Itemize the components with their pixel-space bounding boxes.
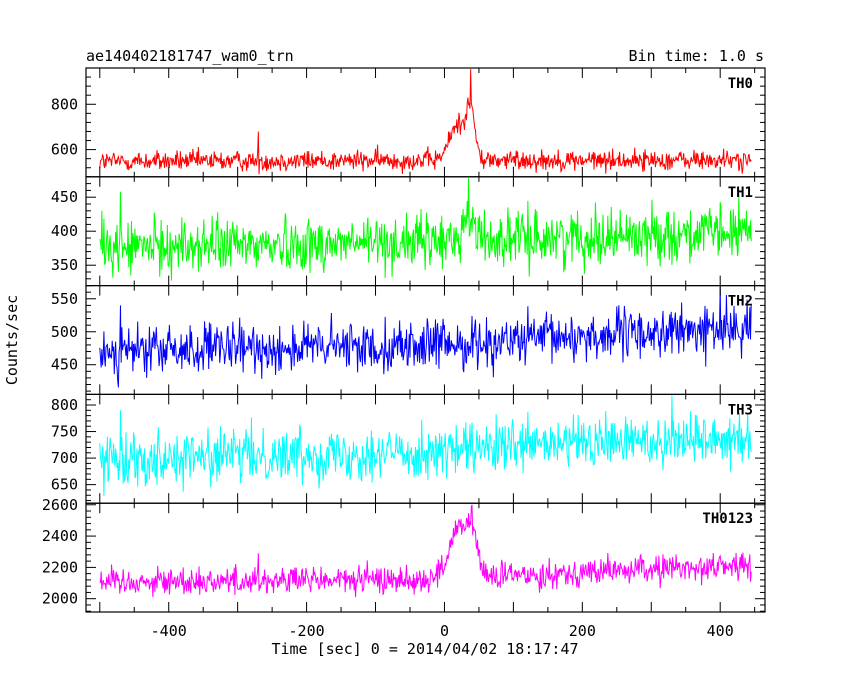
panel-th1: 350 400 450 TH1	[51, 176, 766, 287]
y-tick-label: 500	[51, 323, 78, 341]
y-tick-label: 2200	[42, 558, 78, 576]
y-tick-label: 800	[51, 396, 78, 414]
y-tick-label: 600	[51, 141, 78, 159]
panel-label: TH0	[728, 76, 753, 92]
chart-title: ae140402181747_wam0_trn	[86, 47, 294, 65]
y-tick-label: 450	[51, 356, 78, 374]
y-tick-label: 400	[51, 222, 78, 240]
y-tick-label: 2400	[42, 527, 78, 545]
series-th3	[99, 395, 752, 496]
y-axis-label: Counts/sec	[3, 295, 21, 385]
x-tick-label: 0	[440, 622, 449, 640]
series-th0	[99, 69, 752, 175]
x-tick-label: -200	[289, 622, 325, 640]
x-tick-label: 200	[569, 622, 596, 640]
y-tick-label: 2000	[42, 590, 78, 608]
y-tick-label: 550	[51, 290, 78, 308]
series-th2	[99, 286, 752, 388]
panel-th0: 600 800 TH0	[51, 67, 766, 178]
panel-label: TH3	[728, 402, 753, 418]
panel-frame	[85, 393, 766, 504]
panel-label: TH2	[728, 294, 753, 310]
series-th0123	[99, 504, 752, 598]
panel-label: TH0123	[702, 511, 753, 527]
panel-frame	[85, 285, 766, 396]
y-tick-label: 700	[51, 449, 78, 467]
panel-th2: 450 500 550 TH2	[51, 285, 766, 396]
x-tick-label: 400	[707, 622, 734, 640]
y-tick-label: 650	[51, 476, 78, 494]
y-tick-label: 350	[51, 256, 78, 274]
panel-label: TH1	[728, 185, 753, 201]
series-th1	[99, 178, 752, 281]
y-tick-label: 800	[51, 95, 78, 113]
panel-th0123: 2000 2200 2400 2600 TH0123	[42, 496, 766, 613]
x-tick-label: -400	[151, 622, 187, 640]
panel-frame	[85, 502, 766, 613]
y-tick-label: 750	[51, 423, 78, 441]
y-tick-label: 2600	[42, 496, 78, 514]
panel-th3: 650 700 750 800 TH3	[51, 393, 766, 504]
y-tick-label: 450	[51, 188, 78, 206]
bin-time-label: Bin time: 1.0 s	[629, 47, 764, 65]
x-axis-label: Time [sec] 0 = 2014/04/02 18:17:47	[271, 640, 578, 658]
